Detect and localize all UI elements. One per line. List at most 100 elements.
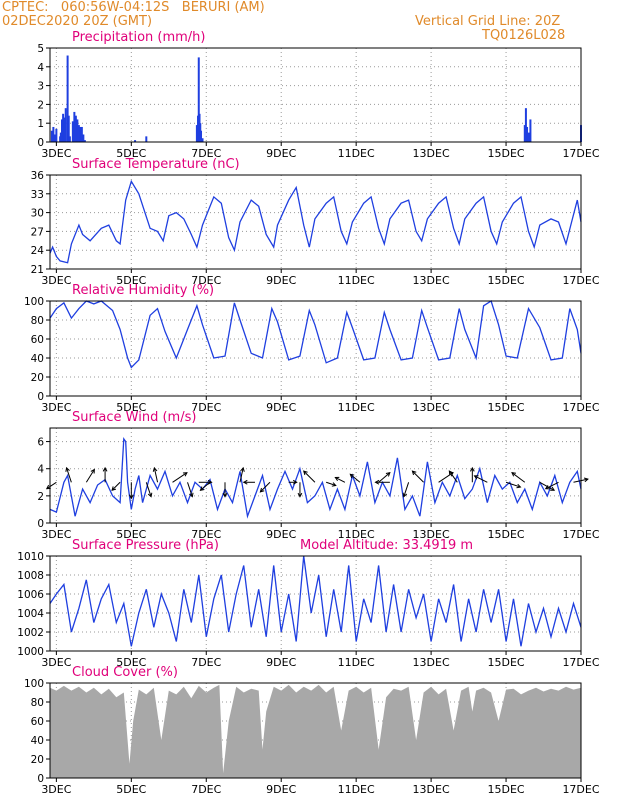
panel-2-ytick-label-4: 33 — [31, 189, 44, 201]
panel-1-bar-11 — [66, 55, 69, 142]
panel-4-wind-arrowhead-3 — [102, 466, 108, 472]
panel-1-bar-33 — [524, 108, 527, 142]
panel-1-bar-35 — [527, 132, 530, 142]
panel-6-ytick-label-0: 0 — [37, 773, 44, 785]
panel-4-wind-vector-6 — [145, 482, 152, 497]
panel-4-series-line — [49, 437, 582, 519]
panel-4-wind-arrowhead-1 — [65, 466, 70, 472]
panel-4-wind-arrowhead-22 — [385, 472, 391, 477]
panel-4-wind-vector-25 — [412, 470, 424, 483]
panel-6-xtick-label-6: 15DEC — [487, 783, 524, 796]
panel-4-wind-arrowhead-27 — [448, 470, 454, 476]
panel-3-xtick-label-3: 9DEC — [266, 401, 296, 414]
panel-4-wind-vector-13 — [239, 467, 244, 483]
panel-1-bar-17 — [76, 119, 79, 142]
panel-2-xtick-label-4: 11DEC — [338, 274, 375, 287]
panel-6-ytick-label-5: 100 — [24, 678, 44, 690]
panel-5-xtick-label-3: 9DEC — [266, 656, 296, 669]
panel-1-xtick-label-2: 7DEC — [191, 147, 221, 160]
panel-4-wind-arrowhead-9 — [189, 492, 194, 498]
panel-4-wind-arrowhead-33 — [544, 485, 550, 490]
panel-4-wind-arrowhead-25 — [411, 470, 417, 476]
panel-1-bar-10 — [64, 108, 67, 142]
panel-4-wind-vector-21 — [349, 473, 361, 483]
panel-4-ytick-label-1: 2 — [37, 491, 44, 503]
panel-4-xtick-label-4: 11DEC — [338, 528, 375, 541]
panel-4-wind-arrowhead-29 — [473, 475, 479, 480]
panel-2-ytick-label-1: 24 — [31, 245, 45, 257]
header-location: CPTEC: 060:56W-04:12S BERURI (AM) — [2, 0, 265, 15]
panel-4-wind-vector-18 — [303, 470, 316, 483]
panel-1-bar-3 — [55, 128, 58, 142]
panel-4-xtick-label-2: 7DEC — [191, 528, 221, 541]
panel-4-wind-arrowhead-14 — [242, 479, 248, 485]
panel-4-wind-vector-7 — [153, 467, 159, 483]
panel-1-xtick-label-7: 17DEC — [562, 147, 599, 160]
panel-4-wind-arrowhead-6 — [147, 492, 153, 498]
panel-1-ytick-label-4: 4 — [37, 62, 44, 74]
panel-2-series-line — [49, 179, 582, 264]
panel-6-cloud-area — [50, 684, 581, 778]
panel-4-wind-vector-30 — [505, 481, 521, 488]
panel-4-wind-arrowhead-17 — [297, 492, 303, 498]
panel-1-ytick-label-3: 3 — [37, 81, 44, 93]
panel-2-xtick-label-7: 17DEC — [562, 274, 599, 287]
panel-5-series-line — [49, 555, 582, 647]
panel-5-ytick-label-2: 1004 — [17, 608, 44, 620]
panel-4-wind-arrowhead-31 — [511, 472, 517, 477]
panel-5-xtick-label-6: 15DEC — [487, 656, 524, 669]
panel-1-bar-12 — [67, 115, 70, 142]
panel-2-xtick-label-5: 13DEC — [413, 274, 450, 287]
panel-1-bar-13 — [68, 136, 71, 142]
panel-1-bar-32 — [523, 125, 526, 142]
panel-4-wind-vector-11 — [200, 481, 211, 491]
panel-6-ytick-label-2: 40 — [31, 735, 44, 747]
panel-2-ytick-label-2: 27 — [31, 226, 44, 238]
panel-4-wind-arrowhead-21 — [349, 473, 355, 479]
panel-3-xtick-label-1: 5DEC — [116, 401, 146, 414]
panel-6-xtick-label-4: 11DEC — [338, 783, 375, 796]
panel-1-ytick-label-2: 2 — [37, 99, 44, 111]
panel-4-wind-vector-26 — [438, 472, 454, 483]
panel-4-wind-arrowhead-18 — [303, 470, 308, 476]
panel-4-wind-arrowhead-8 — [182, 472, 188, 477]
panel-1-bar-22 — [83, 140, 86, 142]
panel-5-xtick-label-1: 5DEC — [116, 656, 146, 669]
panel-5-xtick-label-0: 3DEC — [41, 656, 71, 669]
panel-4-wind-arrowhead-5 — [128, 494, 134, 500]
panel-3-ytick-label-1: 20 — [31, 372, 44, 384]
panel-3-xtick-label-2: 7DEC — [191, 401, 221, 414]
panel-1-bar-24 — [145, 136, 148, 142]
panel-3-ytick-label-3: 60 — [31, 334, 44, 346]
panel-1-bar-15 — [73, 111, 76, 142]
panel-1-xtick-label-1: 5DEC — [116, 147, 146, 160]
panel-4-wind-vector-8 — [172, 472, 188, 483]
panel-5-xtick-label-5: 13DEC — [413, 656, 450, 669]
panel-1-bar-5 — [59, 132, 62, 142]
panel-4-xtick-label-5: 13DEC — [413, 528, 450, 541]
panel-2-frame — [49, 174, 582, 270]
panel-4-wind-arrowhead-4 — [111, 486, 117, 492]
panel-6-xtick-label-7: 17DEC — [562, 783, 599, 796]
panel-6-title: Cloud Cover (%) — [72, 665, 178, 680]
panel-4-wind-arrowhead-12 — [222, 492, 228, 498]
panel-6-xtick-label-1: 5DEC — [116, 783, 146, 796]
panel-4-wind-arrowhead-34 — [583, 477, 589, 483]
panel-4-wind-arrowhead-2 — [90, 468, 95, 474]
panel-1-xtick-label-4: 11DEC — [338, 147, 375, 160]
panel-4-wind-arrowhead-19 — [331, 482, 337, 487]
panel-4-wind-vector-0 — [46, 481, 57, 490]
panel-4-wind-vector-27 — [448, 470, 458, 483]
panel-4-xtick-label-6: 15DEC — [487, 528, 524, 541]
panel-6-xtick-label-5: 13DEC — [413, 783, 450, 796]
panel-4-wind-arrowhead-20 — [334, 476, 340, 482]
panel-3-ytick-label-0: 0 — [37, 391, 44, 403]
panel-1-bar-6 — [60, 119, 63, 142]
panel-6-ytick-label-3: 60 — [31, 716, 44, 728]
panel-1-ytick-label-0: 0 — [37, 137, 44, 149]
panel-1-bar-31 — [201, 138, 204, 142]
panel-1-bar-16 — [74, 115, 77, 142]
panel-1-frame — [49, 47, 582, 143]
panel-6-xtick-label-0: 3DEC — [41, 783, 71, 796]
panel-3-xtick-label-0: 3DEC — [41, 401, 71, 414]
